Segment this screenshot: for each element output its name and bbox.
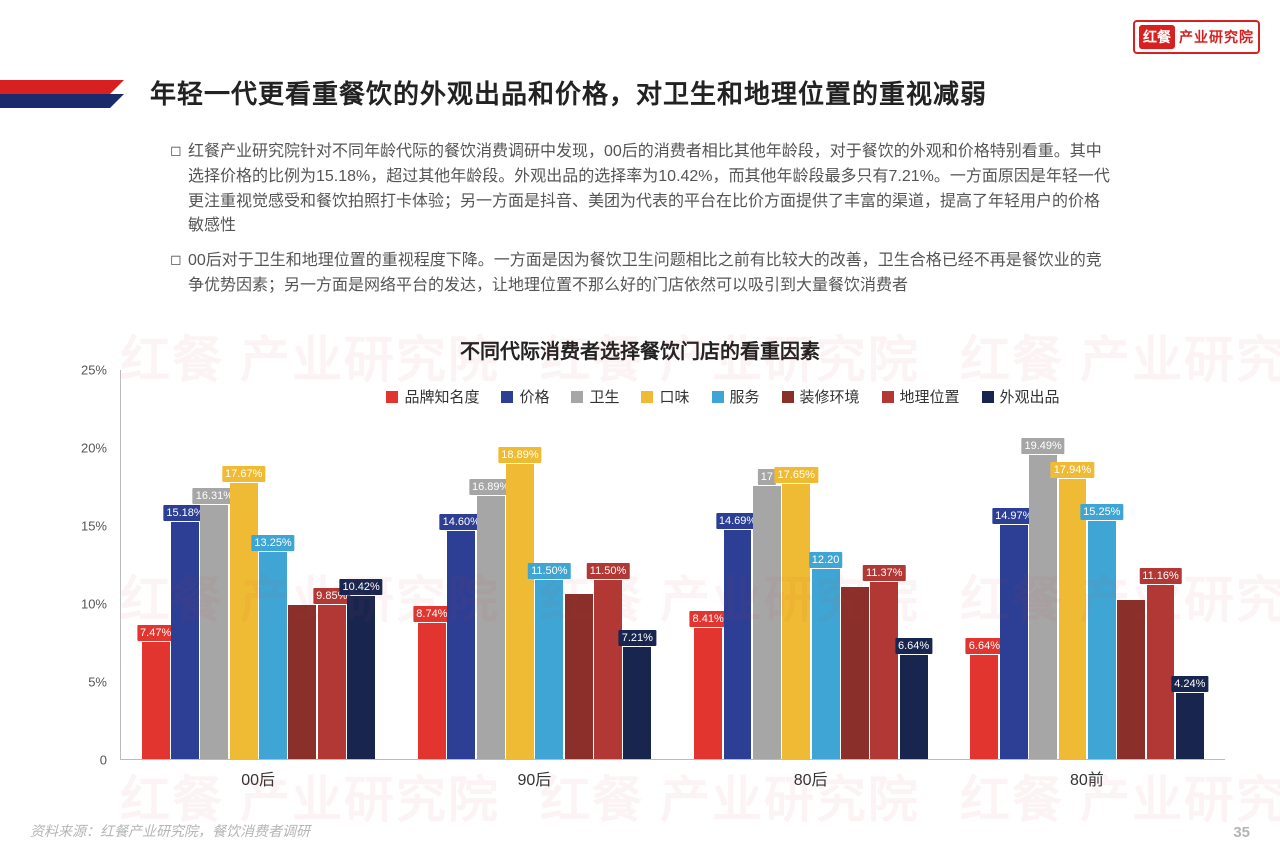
chart-bar: 12.20: [812, 569, 840, 759]
chart-bar: 13.25%: [259, 552, 287, 759]
bar-value-label: 10.42%: [339, 579, 382, 595]
brand-logo: 红餐 产业研究院: [1133, 20, 1260, 54]
chart-bar: 16.89%: [477, 496, 505, 759]
y-axis: 05%10%15%20%25%: [75, 370, 115, 760]
bar-value-label: 18.89%: [498, 447, 541, 463]
bar-value-label: 13.25%: [251, 535, 294, 551]
chart-bar: 11.50%: [535, 580, 563, 759]
chart-bar: 9.85%: [318, 605, 346, 759]
chart-bar: 17: [753, 486, 781, 759]
chart: 05%10%15%20%25% 品牌知名度价格卫生口味服务装修环境地理位置外观出…: [75, 370, 1225, 800]
chart-bar: 19.49%: [1029, 455, 1057, 759]
bar-value-label: 6.64%: [966, 638, 1003, 654]
y-tick-label: 5%: [88, 675, 107, 690]
chart-bars: 7.47%15.18%16.31%17.67%13.25%9.85%10.42%…: [121, 370, 1225, 759]
bar-value-label: 12.20: [809, 552, 843, 568]
bar-value-label: 7.21%: [619, 630, 656, 646]
chart-bar: [841, 587, 869, 759]
chart-bar: 14.69%: [724, 530, 752, 759]
chart-bar: 6.64%: [970, 655, 998, 759]
brand-logo-text: 产业研究院: [1179, 27, 1254, 47]
bar-value-label: 8.74%: [413, 606, 450, 622]
y-tick-label: 15%: [81, 519, 107, 534]
bar-value-label: 17.94%: [1051, 462, 1094, 478]
chart-bar: [1117, 600, 1145, 759]
bar-value-label: 8.41%: [690, 611, 727, 627]
page-title: 年轻一代更看重餐饮的外观出品和价格，对卫生和地理位置的重视减弱: [150, 74, 987, 111]
chart-bar: 8.74%: [418, 623, 446, 759]
chart-bar: 10.42%: [347, 596, 375, 759]
bullet-list: ◻ 红餐产业研究院针对不同年龄代际的餐饮消费调研中发现，00后的消费者相比其他年…: [170, 140, 1110, 309]
bar-value-label: 11.16%: [1139, 568, 1182, 584]
x-tick-label: 90后: [517, 766, 551, 790]
x-tick-label: 80前: [1070, 766, 1104, 790]
chart-bar: 15.25%: [1088, 521, 1116, 759]
chart-bar: 17.94%: [1059, 479, 1087, 759]
bullet-icon: ◻: [170, 140, 188, 239]
chart-bar: 17.65%: [782, 484, 810, 759]
chart-title: 不同代际消费者选择餐饮门店的看重因素: [0, 335, 1280, 364]
bar-value-label: 7.47%: [137, 625, 174, 641]
plot-area: 品牌知名度价格卫生口味服务装修环境地理位置外观出品 7.47%15.18%16.…: [120, 370, 1225, 760]
bar-value-label: 15.25%: [1080, 504, 1123, 520]
page-number: 35: [1233, 824, 1250, 841]
chart-bar: 11.16%: [1147, 585, 1175, 759]
bar-value-label: 17.67%: [222, 466, 265, 482]
chart-bar: [565, 594, 593, 759]
decor-bar-red: [0, 80, 110, 94]
chart-bar: 6.64%: [900, 655, 928, 759]
chart-bar: 11.50%: [594, 580, 622, 759]
chart-bar: 15.18%: [171, 522, 199, 759]
bar-value-label: 17.65%: [775, 467, 818, 483]
bar-value-label: 6.64%: [895, 638, 932, 654]
bullet-icon: ◻: [170, 249, 188, 299]
y-tick-label: 0: [100, 753, 107, 768]
chart-bar: 7.47%: [142, 642, 170, 759]
chart-bar: 7.21%: [623, 647, 651, 759]
chart-bar: [288, 605, 316, 759]
bar-value-label: 11.50%: [587, 563, 630, 579]
chart-bar: 18.89%: [506, 464, 534, 759]
slide-page: 红餐 产业研究院 年轻一代更看重餐饮的外观出品和价格，对卫生和地理位置的重视减弱…: [0, 0, 1280, 853]
y-tick-label: 20%: [81, 441, 107, 456]
bar-value-label: 4.24%: [1171, 676, 1208, 692]
chart-bar: 17.67%: [230, 483, 258, 759]
x-axis: 00后 90后 80后 80前: [120, 760, 1225, 800]
x-tick-label: 80后: [794, 766, 828, 790]
chart-bar: 11.37%: [870, 582, 898, 759]
bar-value-label: 19.49%: [1021, 438, 1064, 454]
brand-logo-badge: 红餐: [1139, 25, 1175, 49]
bullet-text: 红餐产业研究院针对不同年龄代际的餐饮消费调研中发现，00后的消费者相比其他年龄段…: [188, 140, 1110, 239]
y-tick-label: 10%: [81, 597, 107, 612]
chart-bar: 8.41%: [694, 628, 722, 759]
x-tick-label: 00后: [241, 766, 275, 790]
source-text: 资料来源：红餐产业研究院，餐饮消费者调研: [30, 821, 310, 841]
chart-bar: 16.31%: [200, 505, 228, 759]
list-item: ◻ 00后对于卫生和地理位置的重视程度下降。一方面是因为餐饮卫生问题相比之前有比…: [170, 249, 1110, 299]
bar-value-label: 11.50%: [528, 563, 571, 579]
bar-value-label: 11.37%: [863, 565, 906, 581]
chart-bar: 4.24%: [1176, 693, 1204, 759]
y-tick-label: 25%: [81, 363, 107, 378]
bullet-text: 00后对于卫生和地理位置的重视程度下降。一方面是因为餐饮卫生问题相比之前有比较大…: [188, 249, 1110, 299]
chart-bar: 14.60%: [447, 531, 475, 759]
chart-bar: 14.97%: [1000, 525, 1028, 759]
decor-bar-navy: [0, 94, 110, 108]
bar-value-label: 17: [758, 469, 776, 485]
list-item: ◻ 红餐产业研究院针对不同年龄代际的餐饮消费调研中发现，00后的消费者相比其他年…: [170, 140, 1110, 239]
